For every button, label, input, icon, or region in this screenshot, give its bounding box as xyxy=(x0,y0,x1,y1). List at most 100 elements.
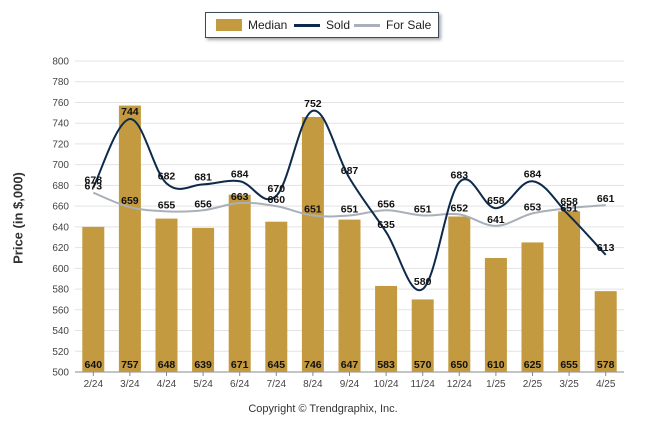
bar-value-label: 757 xyxy=(121,359,139,371)
bar-value-label: 746 xyxy=(304,359,322,371)
bar-value-label: 578 xyxy=(597,359,615,371)
sold-value-label: 684 xyxy=(231,168,249,180)
y-tick-label: 540 xyxy=(52,326,69,337)
y-axis-title: Price (in $,000) xyxy=(10,172,26,264)
sold-value-label: 752 xyxy=(304,98,322,110)
x-tick-label: 2/25 xyxy=(523,379,543,390)
y-tick-label: 580 xyxy=(52,285,69,296)
x-tick-label: 8/24 xyxy=(303,379,323,390)
line-sold xyxy=(92,109,607,292)
legend-item-median: Median xyxy=(216,13,287,37)
bar-median xyxy=(411,299,434,372)
sold-value-label: 687 xyxy=(341,165,359,177)
y-tick-label: 700 xyxy=(52,160,69,171)
y-tick-label: 680 xyxy=(52,181,69,192)
y-tick-label: 800 xyxy=(52,57,69,68)
y-tick-label: 640 xyxy=(52,222,69,233)
sold-value-label: 670 xyxy=(268,183,286,195)
x-tick-label: 2/24 xyxy=(84,379,104,390)
bar-value-label: 640 xyxy=(85,359,103,371)
forsale-value-label: 655 xyxy=(158,199,176,211)
sold-value-label: 613 xyxy=(597,242,615,254)
legend-label-sold: Sold xyxy=(326,18,351,32)
bar-median xyxy=(228,194,251,372)
bar-value-label: 625 xyxy=(524,359,542,371)
bar-value-label: 610 xyxy=(487,359,505,371)
forsale-value-label: 652 xyxy=(451,202,469,214)
sold-value-label: 658 xyxy=(487,195,505,207)
y-tick-label: 560 xyxy=(52,305,69,316)
bar-median xyxy=(521,242,544,372)
x-tick-label: 9/24 xyxy=(340,379,360,390)
legend-swatch-sold xyxy=(294,23,320,27)
forsale-value-label: 673 xyxy=(85,181,103,193)
y-tick-label: 660 xyxy=(52,202,69,213)
legend-item-sold: Sold xyxy=(294,13,350,37)
bar-median xyxy=(265,221,288,372)
x-tick-label: 5/24 xyxy=(193,379,213,390)
bar-median xyxy=(448,216,471,372)
x-tick-label: 11/24 xyxy=(411,379,436,390)
forsale-value-label: 651 xyxy=(414,203,432,215)
bar-value-label: 650 xyxy=(451,359,469,371)
bar-median xyxy=(558,211,581,372)
bar-value-label: 671 xyxy=(231,359,249,371)
bar-median xyxy=(375,285,398,372)
sold-value-label: 684 xyxy=(524,168,542,180)
x-tick-label: 12/24 xyxy=(447,379,472,390)
bar-median xyxy=(82,226,105,372)
bar-value-label: 655 xyxy=(560,359,578,371)
legend: Median Sold For Sale xyxy=(205,12,439,38)
y-tick-label: 760 xyxy=(52,98,69,109)
y-tick-label: 740 xyxy=(52,119,69,130)
bar-value-label: 639 xyxy=(194,359,212,371)
forsale-value-label: 659 xyxy=(121,195,139,207)
legend-swatch-median xyxy=(216,19,242,31)
x-tick-label: 1/25 xyxy=(486,379,506,390)
line-for-sale xyxy=(92,191,606,227)
copyright: Copyright © Trendgraphix, Inc. xyxy=(248,403,398,415)
y-tick-label: 720 xyxy=(52,139,69,150)
sold-value-label: 682 xyxy=(158,170,176,182)
y-tick-label: 520 xyxy=(52,347,69,358)
forsale-value-label: 651 xyxy=(341,203,359,215)
forsale-value-label: 663 xyxy=(231,191,249,203)
legend-item-forsale: For Sale xyxy=(354,13,431,37)
bar-median xyxy=(338,219,361,372)
sold-value-label: 683 xyxy=(451,169,469,181)
forsale-value-label: 651 xyxy=(304,203,322,215)
x-tick-label: 7/24 xyxy=(267,379,287,390)
bar-value-label: 647 xyxy=(341,359,359,371)
y-tick-label: 620 xyxy=(52,243,69,254)
sold-value-label: 744 xyxy=(121,106,139,118)
bar-value-label: 645 xyxy=(268,359,286,371)
bar-value-label: 583 xyxy=(377,359,395,371)
bar-median xyxy=(118,105,141,373)
sold-value-label: 681 xyxy=(194,171,212,183)
forsale-value-label: 660 xyxy=(268,194,286,206)
sold-value-label: 580 xyxy=(414,276,432,288)
forsale-value-label: 641 xyxy=(487,214,505,226)
sold-value-label: 635 xyxy=(377,219,395,231)
sold-value-label: 651 xyxy=(560,202,578,214)
bar-median xyxy=(301,116,324,372)
x-tick-label: 10/24 xyxy=(374,379,399,390)
bar-median xyxy=(192,227,215,372)
x-tick-label: 6/24 xyxy=(230,379,250,390)
y-tick-label: 500 xyxy=(52,368,69,379)
x-tick-label: 4/25 xyxy=(596,379,616,390)
legend-label-median: Median xyxy=(248,18,288,32)
bar-median xyxy=(155,218,178,372)
x-tick-label: 3/24 xyxy=(120,379,140,390)
bar-median xyxy=(594,291,617,372)
bar-median xyxy=(484,257,507,372)
forsale-value-label: 656 xyxy=(377,198,395,210)
x-tick-label: 4/24 xyxy=(157,379,177,390)
y-tick-label: 600 xyxy=(52,264,69,275)
forsale-value-label: 656 xyxy=(194,198,212,210)
bar-value-label: 648 xyxy=(158,359,176,371)
forsale-value-label: 658 xyxy=(560,196,578,208)
bar-value-label: 570 xyxy=(414,359,432,371)
forsale-value-label: 661 xyxy=(597,193,615,205)
forsale-value-label: 653 xyxy=(524,201,542,213)
